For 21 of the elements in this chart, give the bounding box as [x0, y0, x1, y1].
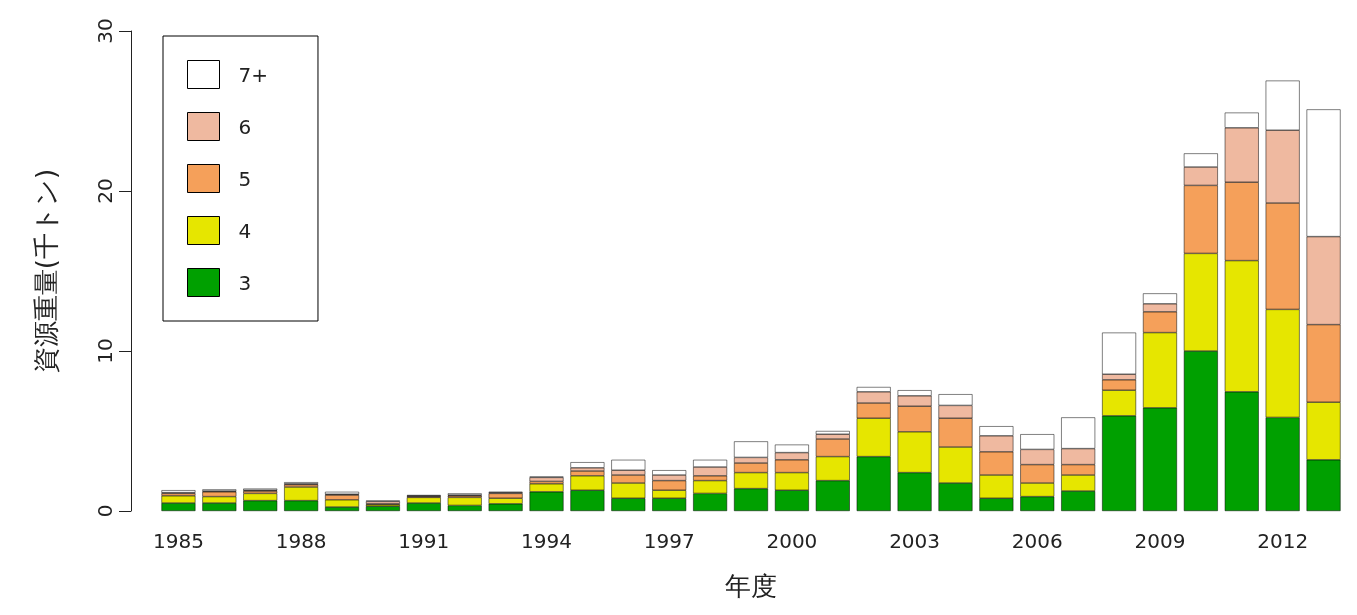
x-tick-label: 2006	[1011, 529, 1063, 553]
x-tick-label: 1997	[643, 529, 695, 553]
legend-label: 3	[238, 270, 252, 295]
x-tick-label: 1985	[153, 529, 204, 553]
legend-label: 7+	[238, 62, 268, 87]
x-tick-label: 2012	[1257, 529, 1309, 553]
y-tick-label: 30	[93, 18, 117, 44]
y-axis-title: 資源重量(千トン)	[31, 168, 61, 374]
legend-label: 6	[238, 114, 252, 139]
x-tick-label: 1994	[521, 529, 572, 553]
x-tick-label: 2009	[1134, 529, 1186, 553]
legend-label: 5	[238, 166, 252, 191]
x-axis-title: 年度	[725, 571, 777, 601]
x-tick-label: 1991	[398, 529, 450, 553]
x-tick-label: 2000	[766, 529, 818, 553]
y-tick-label: 20	[93, 178, 117, 204]
x-tick-label: 1988	[275, 529, 327, 553]
x-tick-label: 2003	[889, 529, 941, 553]
legend-label: 4	[238, 218, 252, 243]
y-tick-label: 0	[93, 504, 117, 518]
y-tick-label: 10	[93, 338, 117, 364]
